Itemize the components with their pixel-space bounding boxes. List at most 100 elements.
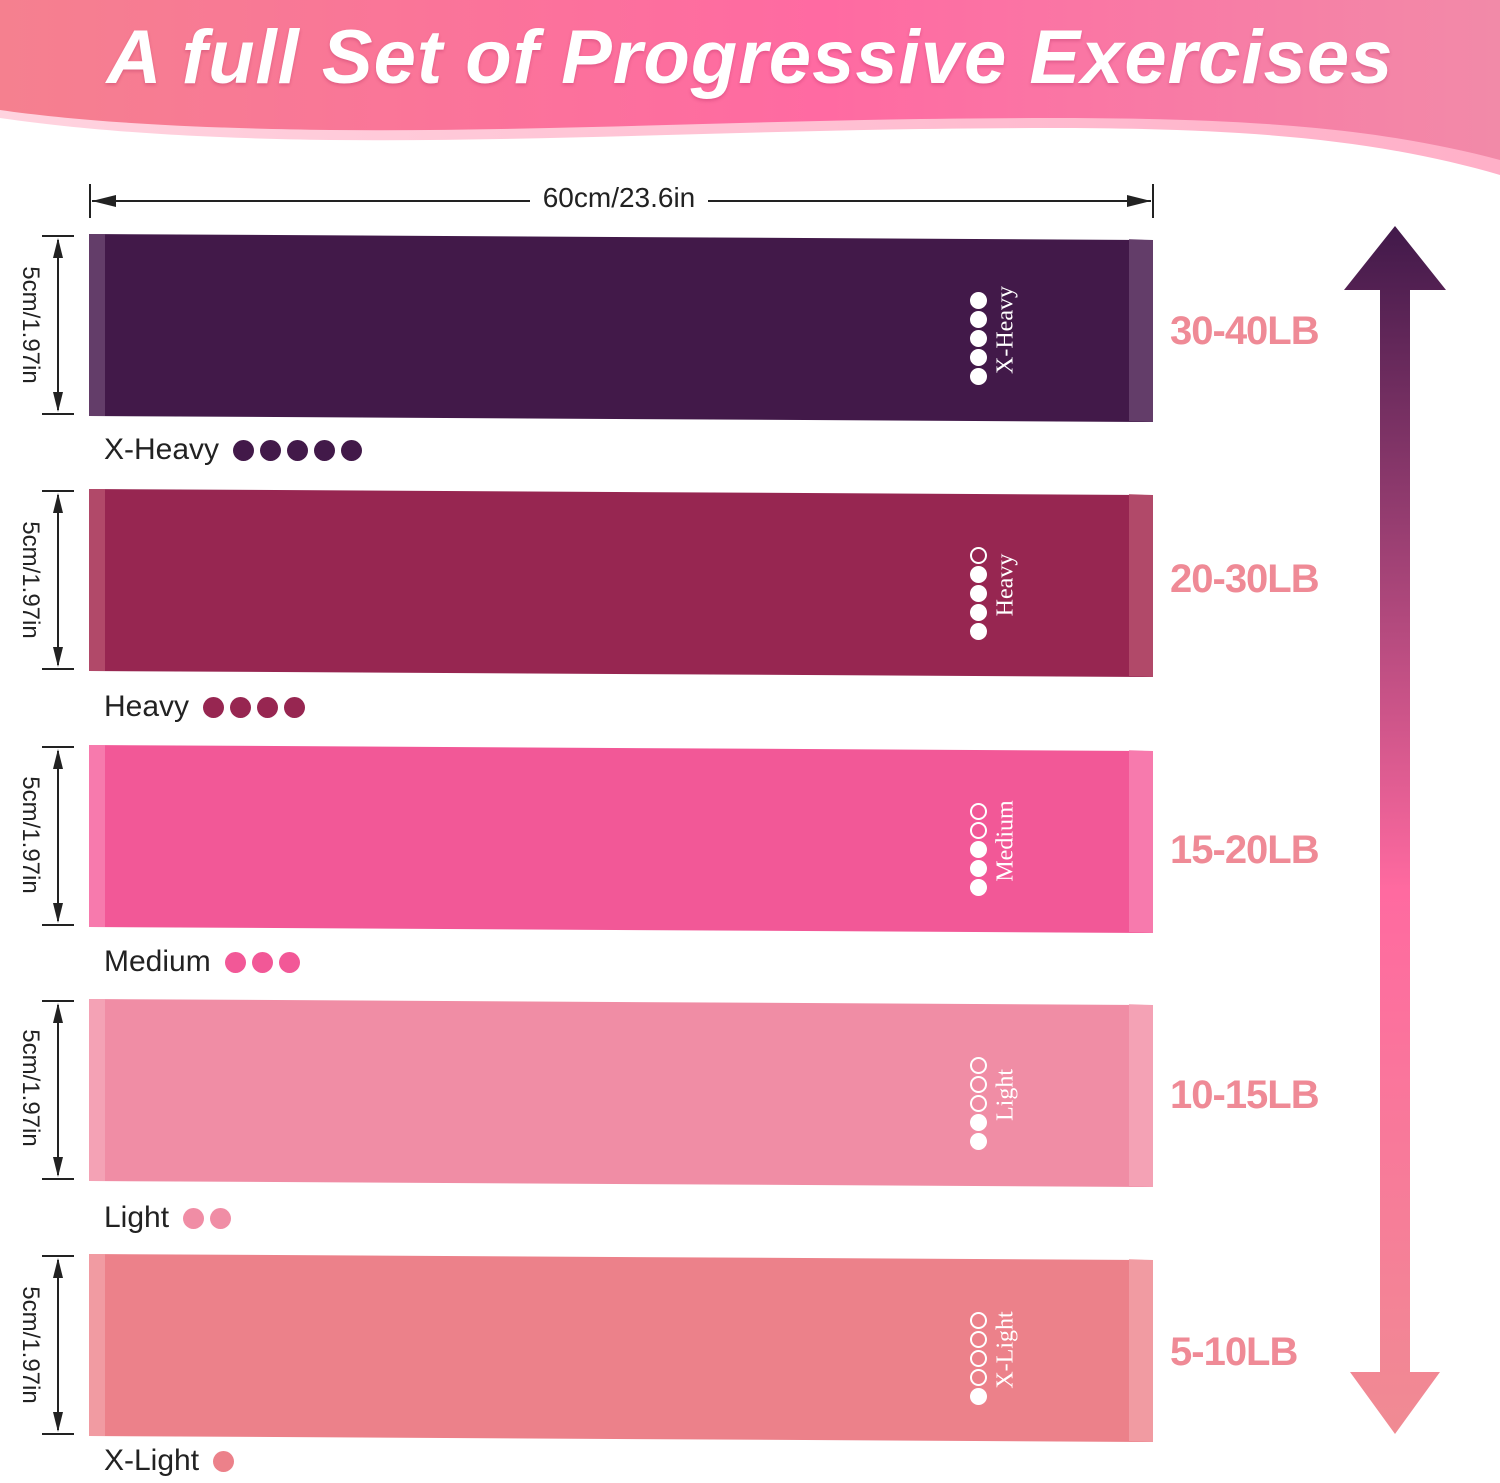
band-print: Light <box>966 1040 1026 1150</box>
resistance-value-medium: 15-20LB <box>1170 828 1320 872</box>
filled-dot <box>969 623 987 640</box>
level-dots <box>183 1207 232 1229</box>
band-x-heavy: X-Heavy <box>89 234 1153 422</box>
level-dot <box>260 439 282 461</box>
band-edge-left <box>89 1254 105 1436</box>
dimension-arrowhead <box>53 903 63 923</box>
level-name: X-Heavy <box>104 433 220 466</box>
dimension-arrowhead <box>53 1258 63 1278</box>
filled-dot <box>969 292 987 309</box>
empty-dot <box>969 1369 987 1386</box>
level-dot <box>183 1207 205 1229</box>
band-body <box>89 1254 1153 1442</box>
filled-dot <box>969 604 987 621</box>
dimension-arrowhead <box>53 749 63 769</box>
band-print: Medium <box>966 786 1026 896</box>
band-shape <box>89 745 1153 933</box>
empty-dot <box>969 1312 987 1329</box>
filled-dot <box>969 879 987 896</box>
band-edge-left <box>89 999 105 1181</box>
filled-dot <box>969 566 987 583</box>
resistance-value-x-light: 5-10LB <box>1170 1330 1298 1374</box>
band-edge-left <box>89 745 105 927</box>
level-dots <box>203 696 306 718</box>
empty-dot <box>969 1076 987 1093</box>
resistance-value-light: 10-15LB <box>1170 1073 1320 1117</box>
resistance-value-heavy: 20-30LB <box>1170 557 1320 601</box>
level-name: Heavy <box>104 690 190 723</box>
empty-dot <box>969 803 987 820</box>
band-shape <box>89 234 1153 422</box>
dimension-arrowhead <box>53 647 63 667</box>
band-x-light: X-Light <box>89 1254 1153 1442</box>
band-shape <box>89 1254 1153 1442</box>
band-medium: Medium <box>89 745 1153 933</box>
band-print: X-Light <box>966 1295 1026 1405</box>
banner-background <box>0 0 1500 175</box>
empty-dot <box>969 1057 987 1074</box>
level-name: Medium <box>104 945 211 978</box>
dimension-arrowhead <box>53 1412 63 1432</box>
band-body <box>89 745 1153 933</box>
band-strength-dots <box>966 1040 990 1150</box>
band-strength-dots <box>966 275 990 385</box>
level-dots <box>233 439 363 461</box>
empty-dot <box>969 822 987 839</box>
level-dot <box>251 951 273 973</box>
level-dot <box>278 951 300 973</box>
filled-dot <box>969 1133 987 1150</box>
dimension-arrowhead <box>53 1003 63 1023</box>
dimension-arrowhead <box>53 493 63 513</box>
double-arrow-icon <box>1344 226 1446 1434</box>
dimension-arrowhead <box>53 392 63 412</box>
level-dot <box>287 439 309 461</box>
width-dimension-label: 60cm/23.6in <box>530 182 708 214</box>
level-dot <box>314 439 336 461</box>
level-dot <box>257 696 279 718</box>
level-label-x-light: X-Light <box>104 1443 235 1479</box>
resistance-value-x-heavy: 30-40LB <box>1170 309 1320 353</box>
band-edge-right <box>1129 1004 1153 1187</box>
level-dot <box>233 439 255 461</box>
filled-dot <box>969 841 987 858</box>
filled-dot <box>969 368 987 385</box>
level-dot <box>210 1207 232 1229</box>
empty-dot <box>969 1095 987 1112</box>
band-shape <box>89 999 1153 1187</box>
band-edge-right <box>1129 1259 1153 1442</box>
band-body <box>89 489 1153 677</box>
level-name: Light <box>104 1201 170 1234</box>
band-body <box>89 234 1153 422</box>
filled-dot <box>969 311 987 328</box>
level-dot <box>213 1450 235 1472</box>
filled-dot <box>969 349 987 366</box>
band-edge-right <box>1129 239 1153 422</box>
band-body <box>89 999 1153 1187</box>
level-dots <box>213 1450 235 1472</box>
band-edge-right <box>1129 494 1153 677</box>
band-strength-dots <box>966 530 990 640</box>
band-print: Heavy <box>966 530 1026 640</box>
filled-dot <box>969 330 987 347</box>
dimension-arrowhead <box>53 1157 63 1177</box>
band-edge-left <box>89 234 105 416</box>
empty-dot <box>969 547 987 564</box>
level-dot <box>230 696 252 718</box>
band-light: Light <box>89 999 1153 1187</box>
level-dot <box>224 951 246 973</box>
level-label-medium: Medium <box>104 944 300 980</box>
band-edge-right <box>1129 750 1153 933</box>
filled-dot <box>969 1388 987 1405</box>
dimension-arrowhead <box>53 238 63 258</box>
empty-dot <box>969 1331 987 1348</box>
filled-dot <box>969 1114 987 1131</box>
filled-dot <box>969 585 987 602</box>
level-name: X-Light <box>104 1444 200 1477</box>
band-print: X-Heavy <box>966 275 1026 385</box>
band-strength-dots <box>966 1295 990 1405</box>
band-strength-dots <box>966 786 990 896</box>
band-heavy: Heavy <box>89 489 1153 677</box>
level-dot <box>341 439 363 461</box>
level-dot <box>203 696 225 718</box>
band-shape <box>89 489 1153 677</box>
